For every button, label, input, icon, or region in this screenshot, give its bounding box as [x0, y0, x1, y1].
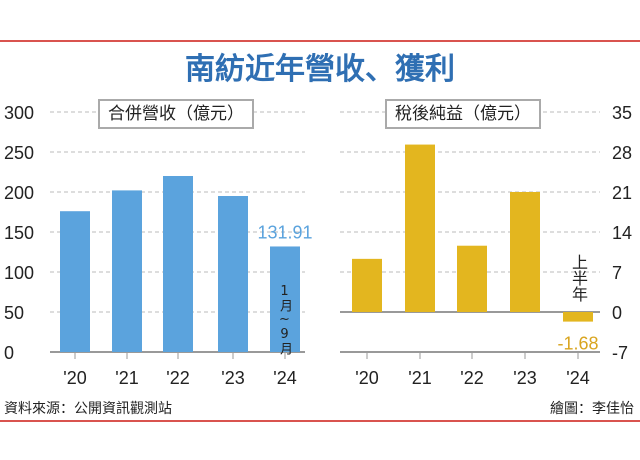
- x-tick-label: '22: [460, 368, 483, 388]
- bar-'24: [563, 312, 593, 322]
- y-tick-label: 28: [612, 143, 632, 163]
- bar-'21: [405, 144, 435, 312]
- bar-'23: [510, 192, 540, 312]
- profit-annotation: 上半年: [569, 254, 588, 302]
- y-tick-label: 7: [612, 263, 622, 283]
- x-tick-label: '24: [566, 368, 589, 388]
- x-tick-label: '21: [408, 368, 431, 388]
- bottom-rule: [0, 420, 640, 422]
- bar-'22: [163, 176, 193, 352]
- y-tick-label: 150: [4, 223, 34, 243]
- y-tick-label: 0: [4, 343, 14, 363]
- data-label: 131.91: [257, 222, 312, 242]
- x-tick-label: '22: [166, 368, 189, 388]
- top-rule: [0, 40, 640, 42]
- revenue-annotation: 1月~9月: [277, 284, 292, 355]
- x-tick-label: '23: [513, 368, 536, 388]
- chart-title: 南紡近年營收、獲利: [185, 52, 455, 87]
- bar-'20: [60, 211, 90, 352]
- bar-'24: [270, 246, 300, 352]
- bar-'23: [218, 196, 248, 352]
- y-tick-label: 300: [4, 103, 34, 123]
- y-tick-label: 21: [612, 183, 632, 203]
- revenue-title: 合併營收（億元）: [98, 99, 254, 129]
- y-tick-label: 14: [612, 223, 632, 243]
- x-tick-label: '24: [273, 368, 296, 388]
- x-tick-label: '20: [355, 368, 378, 388]
- x-tick-label: '21: [115, 368, 138, 388]
- source-note: 資料來源：公開資訊觀測站: [4, 401, 172, 417]
- y-tick-label: 35: [612, 103, 632, 123]
- y-tick-label: 0: [612, 303, 622, 323]
- bar-'22: [457, 245, 487, 312]
- bar-'20: [352, 258, 382, 312]
- y-tick-label: 50: [4, 303, 24, 323]
- bar-'21: [112, 190, 142, 352]
- y-tick-label: 100: [4, 263, 34, 283]
- x-tick-label: '23: [221, 368, 244, 388]
- profit-title: 稅後純益（億元）: [385, 99, 541, 129]
- y-tick-label: 250: [4, 143, 34, 163]
- y-tick-label: 200: [4, 183, 34, 203]
- y-tick-label: -7: [612, 343, 628, 363]
- x-tick-label: '20: [63, 368, 86, 388]
- data-label: -1.68: [557, 334, 598, 354]
- credit-note: 繪圖：李佳怡: [550, 401, 634, 417]
